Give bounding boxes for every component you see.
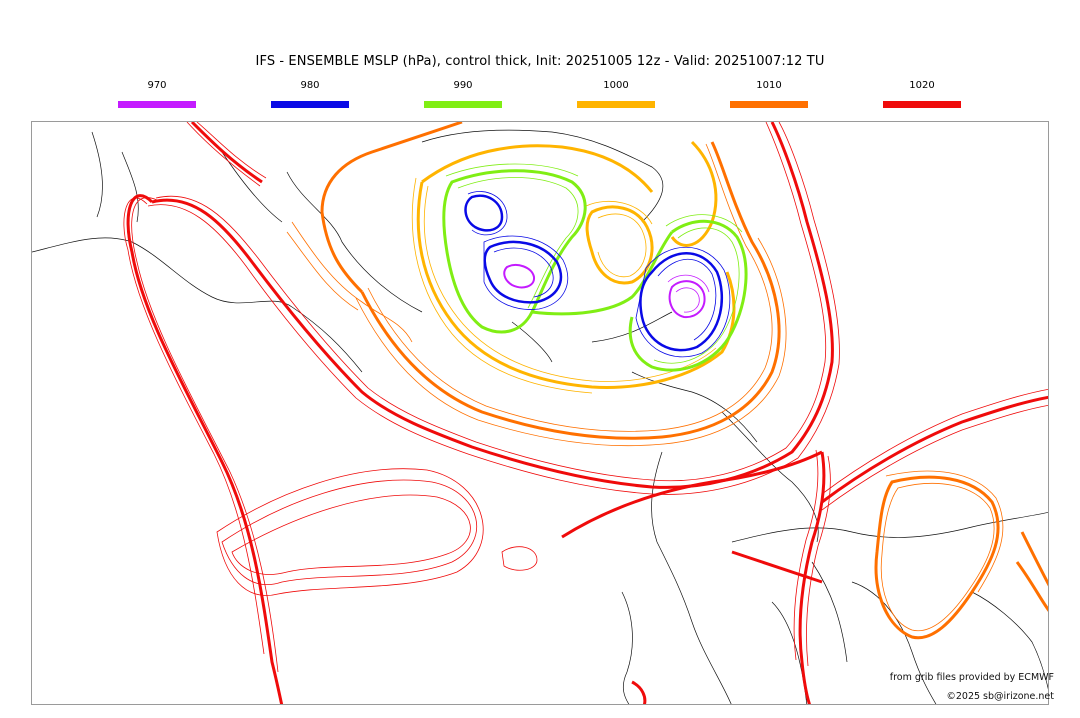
legend-swatch bbox=[577, 101, 655, 108]
legend-label: 970 bbox=[147, 80, 167, 91]
isobars-980 bbox=[464, 191, 731, 358]
map-title: IFS - ENSEMBLE MSLP (hPa), control thick… bbox=[255, 54, 825, 69]
isobars-990 bbox=[442, 163, 748, 372]
isobars-970 bbox=[503, 264, 710, 319]
copyright-credit: ©2025 sb@irizone.net bbox=[946, 691, 1054, 702]
legend-label: 990 bbox=[453, 80, 473, 91]
legend-item-1000: 1000 bbox=[577, 80, 655, 108]
isobars-1010 bbox=[286, 122, 1048, 640]
map-area[interactable] bbox=[31, 121, 1049, 705]
legend-item-1020: 1020 bbox=[883, 80, 961, 108]
legend-item-1010: 1010 bbox=[730, 80, 808, 108]
legend-label: 1010 bbox=[756, 80, 782, 91]
isobars-1020 bbox=[123, 122, 1048, 704]
legend-swatch bbox=[730, 101, 808, 108]
legend-swatch bbox=[271, 101, 349, 108]
legend-swatch bbox=[424, 101, 502, 108]
isobar-legend: 970 980 990 1000 1010 1020 bbox=[0, 80, 1080, 114]
legend-item-970: 970 bbox=[118, 80, 196, 108]
legend-label: 1000 bbox=[603, 80, 629, 91]
legend-item-990: 990 bbox=[424, 80, 502, 108]
legend-swatch bbox=[883, 101, 961, 108]
isobar-map bbox=[32, 122, 1048, 704]
legend-label: 1020 bbox=[909, 80, 935, 91]
data-source-credit: from grib files provided by ECMWF bbox=[889, 672, 1054, 683]
legend-item-980: 980 bbox=[271, 80, 349, 108]
legend-swatch bbox=[118, 101, 196, 108]
legend-label: 980 bbox=[300, 80, 320, 91]
